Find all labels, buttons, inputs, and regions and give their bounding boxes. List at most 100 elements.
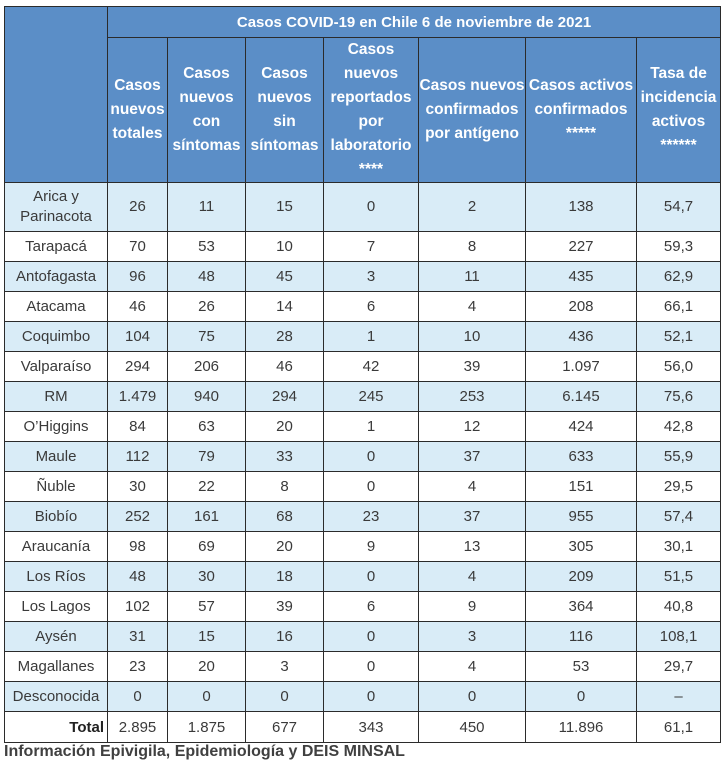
value-cell: 42 bbox=[323, 351, 419, 382]
table-row: Desconocida 0 0 0 0 0 0– bbox=[4, 681, 722, 712]
value-cell: 245 bbox=[323, 381, 419, 412]
value-cell: 56,0 bbox=[635, 351, 722, 382]
value-cell: 6 bbox=[323, 591, 419, 622]
table-row: Tarapacá 70 53 10 7 8 227 59,3 bbox=[4, 231, 722, 262]
value-cell: 70 bbox=[107, 231, 168, 262]
column-header: Casos nuevos reportados por laboratorio … bbox=[323, 37, 419, 183]
value-cell: 1.097 bbox=[525, 351, 637, 382]
table-row: Ñuble 30 22 8 0 4 151 29,5 bbox=[4, 471, 722, 502]
value-cell: 253 bbox=[418, 381, 526, 412]
region-cell: Araucanía bbox=[4, 531, 108, 562]
region-cell: Valparaíso bbox=[4, 351, 108, 382]
total-label: Total bbox=[4, 711, 108, 743]
value-cell: 0 bbox=[167, 681, 246, 712]
value-cell: 0 bbox=[323, 182, 419, 232]
table-row: Los Ríos 48 30 18 0 4 209 51,5 bbox=[4, 561, 722, 592]
value-cell: 9 bbox=[323, 531, 419, 562]
value-cell: 23 bbox=[107, 651, 168, 682]
value-cell: 2 bbox=[418, 182, 526, 232]
region-cell: Atacama bbox=[4, 291, 108, 322]
value-cell: 0 bbox=[107, 681, 168, 712]
value-cell: 633 bbox=[525, 441, 637, 472]
table-row: Atacama 46 26 14 6 4 208 66,1 bbox=[4, 291, 722, 322]
value-cell: 20 bbox=[245, 531, 324, 562]
value-cell: 955 bbox=[525, 501, 637, 532]
value-cell: 42,8 bbox=[635, 411, 722, 442]
value-cell: 75 bbox=[167, 321, 246, 352]
table-row: Aysén 31 15 16 0 3 116 108,1 bbox=[4, 621, 722, 652]
column-header: Casos activos confirmados ***** bbox=[525, 37, 637, 183]
region-cell: Maule bbox=[4, 441, 108, 472]
value-cell: 227 bbox=[525, 231, 637, 262]
value-cell: 3 bbox=[418, 621, 526, 652]
table-row: Biobío 252 161 68 23 37 955 57,4 bbox=[4, 501, 722, 532]
table-row: Coquimbo 104 75 28 1 10 436 52,1 bbox=[4, 321, 722, 352]
value-cell: 0 bbox=[323, 471, 419, 502]
value-cell: 0 bbox=[323, 651, 419, 682]
value-cell: 206 bbox=[167, 351, 246, 382]
value-cell: 138 bbox=[525, 182, 637, 232]
column-header: Casos nuevos con síntomas bbox=[167, 37, 246, 183]
table-row: O’Higgins 84 63 20 1 12 424 42,8 bbox=[4, 411, 722, 442]
value-cell: 436 bbox=[525, 321, 637, 352]
value-cell: 11 bbox=[418, 261, 526, 292]
region-cell: Biobío bbox=[4, 501, 108, 532]
region-cell: RM bbox=[4, 381, 108, 412]
value-cell: 33 bbox=[245, 441, 324, 472]
table-row: Antofagasta 96 48 45 3 11 435 62,9 bbox=[4, 261, 722, 292]
value-cell: 66,1 bbox=[635, 291, 722, 322]
value-cell: 69 bbox=[167, 531, 246, 562]
table-row: Maule 112 79 33 0 37 633 55,9 bbox=[4, 441, 722, 472]
value-cell: 37 bbox=[418, 441, 526, 472]
value-cell: 63 bbox=[167, 411, 246, 442]
value-cell: 51,5 bbox=[635, 561, 722, 592]
value-cell: 30 bbox=[107, 471, 168, 502]
value-cell: 15 bbox=[167, 621, 246, 652]
value-cell: 16 bbox=[245, 621, 324, 652]
value-cell: 108,1 bbox=[635, 621, 722, 652]
value-cell: 29,5 bbox=[635, 471, 722, 502]
value-cell: 53 bbox=[525, 651, 637, 682]
value-cell: 20 bbox=[167, 651, 246, 682]
value-cell: 151 bbox=[525, 471, 637, 502]
value-cell: 294 bbox=[107, 351, 168, 382]
value-cell: 8 bbox=[418, 231, 526, 262]
value-cell: 8 bbox=[245, 471, 324, 502]
value-cell: 26 bbox=[167, 291, 246, 322]
value-cell: 6 bbox=[323, 291, 419, 322]
value-cell: 84 bbox=[107, 411, 168, 442]
value-cell: 57 bbox=[167, 591, 246, 622]
value-cell: 940 bbox=[167, 381, 246, 412]
value-cell: 3 bbox=[323, 261, 419, 292]
total-value-cell: 450 bbox=[418, 711, 526, 743]
value-cell: 112 bbox=[107, 441, 168, 472]
value-cell: 68 bbox=[245, 501, 324, 532]
value-cell: 104 bbox=[107, 321, 168, 352]
value-cell: 116 bbox=[525, 621, 637, 652]
value-cell: 0 bbox=[323, 681, 419, 712]
column-header: Tasa de incidencia activos ****** bbox=[635, 37, 722, 183]
table-row: Valparaíso 294 206 46 42 39 1.097 56,0 bbox=[4, 351, 722, 382]
value-cell: 79 bbox=[167, 441, 246, 472]
value-cell: 161 bbox=[167, 501, 246, 532]
value-cell: 20 bbox=[245, 411, 324, 442]
region-cell: Coquimbo bbox=[4, 321, 108, 352]
total-value-cell: 61,1 bbox=[635, 711, 722, 743]
value-cell: 4 bbox=[418, 651, 526, 682]
value-cell: 305 bbox=[525, 531, 637, 562]
value-cell: 4 bbox=[418, 471, 526, 502]
value-cell: 1 bbox=[323, 321, 419, 352]
value-cell: 37 bbox=[418, 501, 526, 532]
value-cell: 54,7 bbox=[635, 182, 722, 232]
value-cell: 48 bbox=[167, 261, 246, 292]
value-cell: 48 bbox=[107, 561, 168, 592]
value-cell: 12 bbox=[418, 411, 526, 442]
value-cell: 1 bbox=[323, 411, 419, 442]
value-cell: 0 bbox=[245, 681, 324, 712]
value-cell: 4 bbox=[418, 291, 526, 322]
value-cell: 55,9 bbox=[635, 441, 722, 472]
value-cell: 6.145 bbox=[525, 381, 637, 412]
value-cell: 7 bbox=[323, 231, 419, 262]
region-cell: Magallanes bbox=[4, 651, 108, 682]
value-cell: 45 bbox=[245, 261, 324, 292]
